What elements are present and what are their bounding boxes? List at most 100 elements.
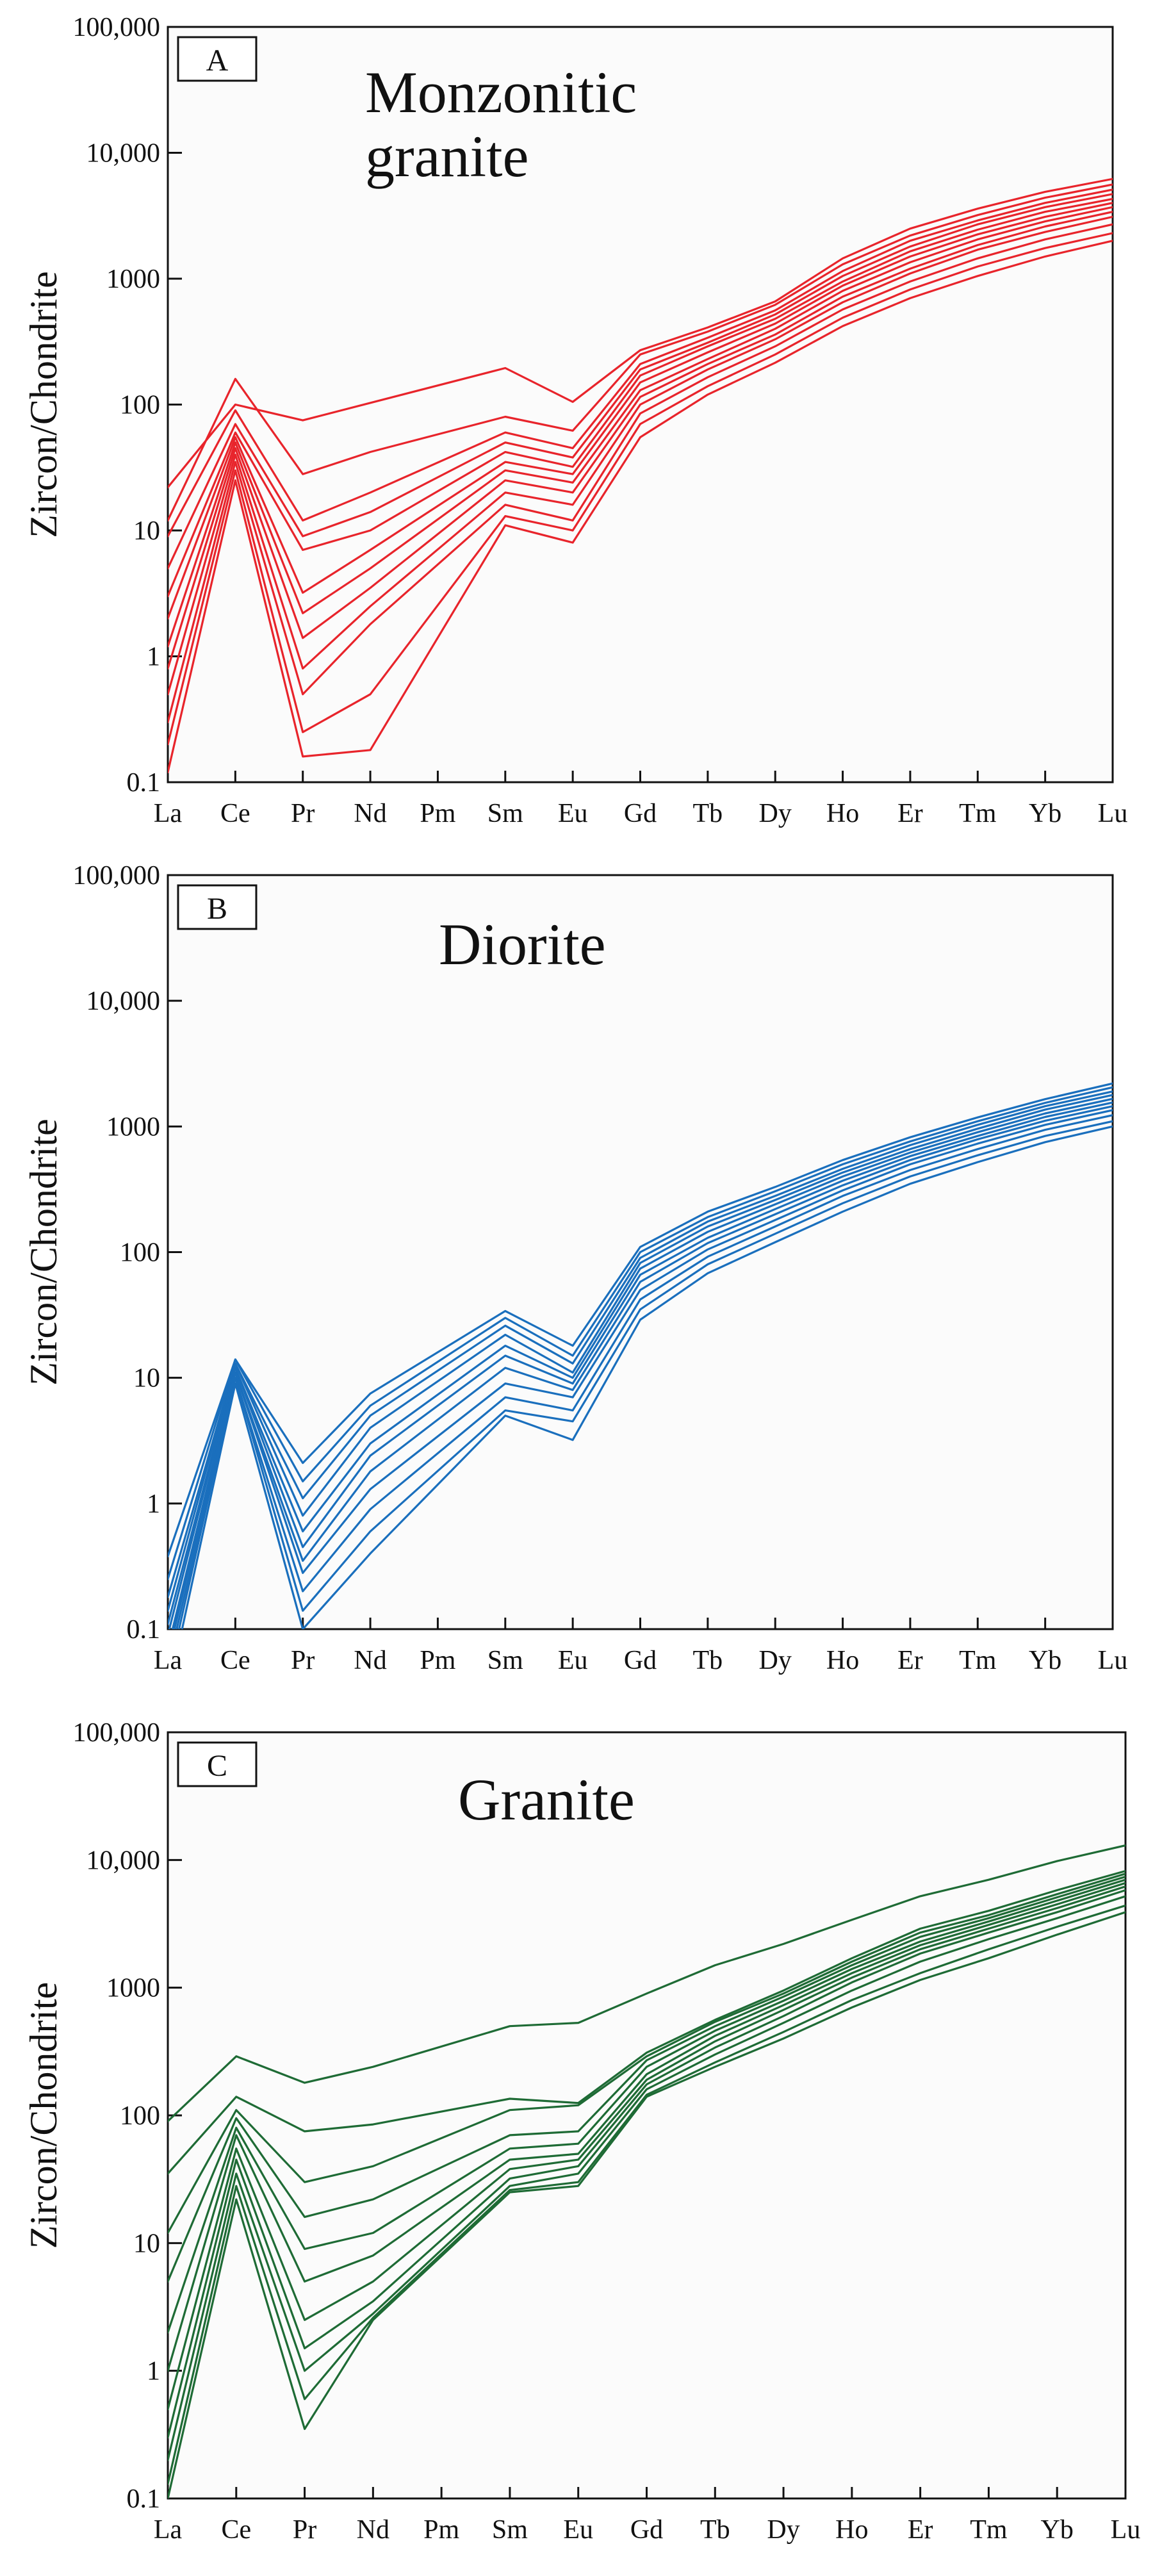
y-axis-label: Zircon/Chondrite xyxy=(22,1119,65,1386)
y-tick-label: 1000 xyxy=(106,265,160,294)
series-line-1 xyxy=(168,1844,1125,2122)
y-tick-label: 100,000 xyxy=(73,861,161,890)
x-tick-label: Gd xyxy=(624,799,657,828)
y-tick-label: 100 xyxy=(120,1238,160,1268)
series-line-6 xyxy=(168,1882,1125,2372)
x-tick-label: Tm xyxy=(959,799,997,828)
y-tick-label: 1000 xyxy=(106,1112,160,1142)
y-tick-label: 1000 xyxy=(106,1974,160,2003)
x-tick-label: Ce xyxy=(221,2515,251,2545)
series-line-4 xyxy=(168,1875,1125,2283)
panel-letter-box xyxy=(177,1741,258,1787)
series-line-9 xyxy=(168,1895,1125,2461)
series-line-6 xyxy=(168,202,1113,619)
x-tick-label: Pr xyxy=(291,799,315,828)
panel-b: 0.1 1 10 100 1000 10,000 100,000 La Ce Pr Nd Pm Sm Eu… xyxy=(22,861,1128,1675)
x-tick-label: Nd xyxy=(354,799,386,828)
panel-c: 0.1 1 10 100 1000 10,000 100,000 La Ce Pr Nd Pm Sm Eu… xyxy=(22,1718,1140,2545)
series-line-3 xyxy=(168,1090,1113,1598)
x-tick-label: Tb xyxy=(693,1646,723,1675)
panel-letter-box xyxy=(177,884,258,930)
y-axis-label: Zircon/Chondrite xyxy=(22,1982,65,2249)
series-line-10 xyxy=(168,223,1113,723)
panel-letter-box xyxy=(177,36,258,82)
series-line-11 xyxy=(168,232,1113,746)
y-tick-label: 10,000 xyxy=(86,987,161,1016)
series-line-8 xyxy=(173,1109,1113,1629)
x-tick-label: Dy xyxy=(767,2515,799,2545)
y-tick-label: 0.1 xyxy=(127,2484,161,2514)
y-tick-label: 0.1 xyxy=(127,1615,161,1645)
x-tick-label: Ho xyxy=(826,1646,859,1675)
x-tick-label: Nd xyxy=(354,1646,386,1675)
y-tick-label: 100 xyxy=(120,2101,160,2131)
x-tick-label: Eu xyxy=(558,1646,588,1675)
series-line-5 xyxy=(168,1097,1113,1625)
x-tick-label: Ce xyxy=(220,1646,250,1675)
panel-title: granite xyxy=(365,124,528,189)
panel-title: Monzonitic xyxy=(365,60,637,125)
x-tick-label: Pm xyxy=(423,2515,459,2545)
x-tick-label: Er xyxy=(897,1646,923,1675)
x-tick-label: Ce xyxy=(220,799,250,828)
y-tick-label: 100 xyxy=(120,391,160,420)
series-line-5 xyxy=(168,1878,1125,2334)
y-tick-label: 10 xyxy=(133,2229,160,2258)
x-tick-label: Pm xyxy=(420,799,455,828)
series-line-3 xyxy=(168,1873,1125,2235)
series-line-10 xyxy=(177,1120,1113,1629)
series-line-9 xyxy=(176,1114,1113,1629)
x-tick-label: Pr xyxy=(291,1646,315,1675)
series-line-3 xyxy=(168,188,1113,537)
x-tick-label: Lu xyxy=(1098,799,1128,828)
series-group xyxy=(168,1844,1125,2498)
x-tick-label: Dy xyxy=(759,1646,792,1675)
y-tick-label: 100,000 xyxy=(73,13,161,42)
series-line-4 xyxy=(168,193,1113,570)
x-tick-label: Er xyxy=(908,2515,933,2545)
panel-letter: B xyxy=(207,892,227,926)
x-tick-label: Tm xyxy=(970,2515,1008,2545)
panel-title: Granite xyxy=(458,1767,635,1832)
y-tick-label: 100,000 xyxy=(73,1718,161,1748)
x-tick-label: La xyxy=(154,799,183,828)
series-line-11 xyxy=(181,1125,1113,1629)
plot-frame xyxy=(167,1731,1127,2500)
x-tick-label: Lu xyxy=(1098,1646,1128,1675)
series-line-4 xyxy=(168,1094,1113,1612)
x-tick-label: Nd xyxy=(357,2515,389,2545)
y-tick-label: 10,000 xyxy=(86,1846,161,1875)
x-tick-label: Ho xyxy=(826,799,859,828)
series-line-2 xyxy=(168,1086,1113,1580)
panel-letter: C xyxy=(207,1749,227,1783)
y-tick-label: 1 xyxy=(147,1489,160,1519)
series-line-7 xyxy=(171,1105,1113,1629)
series-line-2 xyxy=(168,183,1113,521)
x-tick-label: Eu xyxy=(558,799,588,828)
panel-letter: A xyxy=(206,44,229,78)
x-tick-label: Tb xyxy=(700,2515,730,2545)
series-group xyxy=(168,1082,1113,1629)
series-line-12 xyxy=(168,240,1113,773)
y-tick-label: 1 xyxy=(147,643,160,672)
y-tick-label: 1 xyxy=(147,2357,160,2386)
y-tick-label: 10 xyxy=(133,1364,160,1393)
y-tick-label: 10 xyxy=(133,516,160,546)
series-line-8 xyxy=(168,211,1113,670)
series-group xyxy=(168,177,1113,773)
x-tick-label: Gd xyxy=(624,1646,657,1675)
x-tick-label: Yb xyxy=(1029,1646,1061,1675)
series-line-5 xyxy=(168,197,1113,598)
x-tick-label: Dy xyxy=(759,799,792,828)
x-tick-label: Er xyxy=(897,799,923,828)
series-line-6 xyxy=(168,1101,1113,1629)
series-line-7 xyxy=(168,206,1113,648)
series-line-1 xyxy=(168,1082,1113,1557)
x-tick-label: Ho xyxy=(835,2515,868,2545)
x-tick-label: Eu xyxy=(563,2515,593,2545)
panel-a: 0.1 1 10 100 1000 10,000 100,000 La Ce Pr Nd Pm Sm Eu… xyxy=(22,13,1127,828)
x-tick-label: Sm xyxy=(487,799,523,828)
y-axis-label: Zircon/Chondrite xyxy=(22,271,65,538)
x-tick-label: Yb xyxy=(1029,799,1061,828)
